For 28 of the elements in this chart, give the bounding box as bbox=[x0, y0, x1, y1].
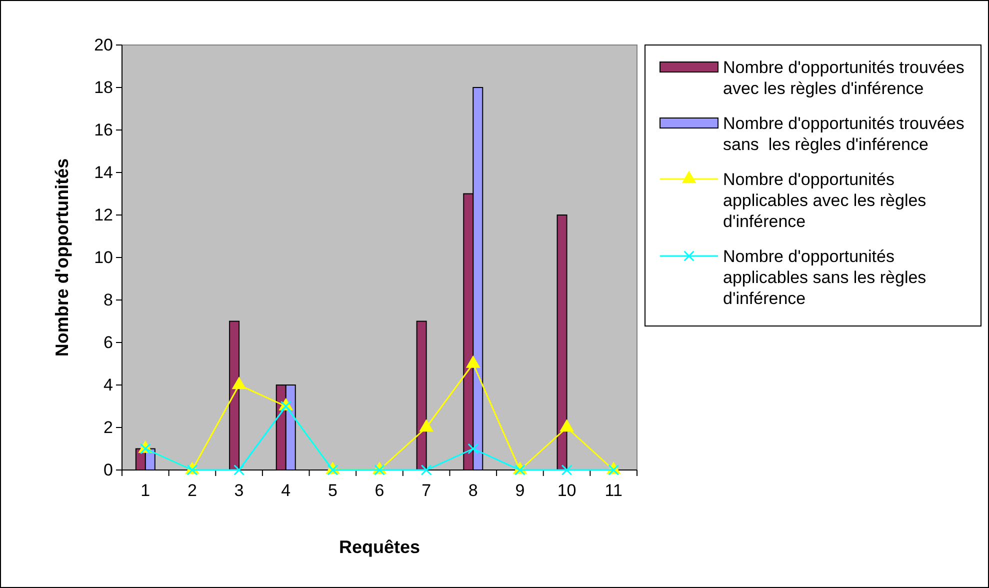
y-tick-label: 4 bbox=[104, 375, 113, 394]
x-tick-label: 6 bbox=[374, 481, 384, 500]
legend-label: Nombre d'opportunités trouvées sans les règles d'inférence bbox=[723, 114, 964, 154]
y-tick-label: 20 bbox=[94, 35, 113, 54]
y-tick-label: 8 bbox=[104, 290, 113, 310]
y-tick-label: 16 bbox=[94, 120, 113, 140]
x-tick-label: 11 bbox=[604, 481, 622, 500]
y-tick-label: 6 bbox=[104, 332, 113, 352]
y-tick-label: 2 bbox=[104, 418, 113, 437]
x-tick-label: 5 bbox=[328, 481, 338, 500]
legend-label: Nombre d'opportunités applicables sans les règles d'inférence bbox=[723, 247, 926, 308]
x-tick-label: 9 bbox=[515, 481, 525, 500]
x-axis-title: Requêtes bbox=[338, 537, 420, 557]
legend-label: Nombre d'opportunités trouvées avec les règles d'inférence bbox=[723, 58, 964, 98]
y-tick-label: 14 bbox=[94, 162, 113, 182]
y-tick-label: 0 bbox=[104, 460, 113, 480]
y-tick-label: 12 bbox=[94, 205, 113, 224]
y-tick-label: 18 bbox=[94, 78, 113, 97]
x-tick-label: 7 bbox=[422, 481, 432, 500]
x-tick-label: 2 bbox=[187, 481, 197, 500]
x-tick-label: 1 bbox=[140, 481, 150, 500]
x-tick-label: 10 bbox=[557, 481, 576, 500]
legend-label: Nombre d'opportunités applicables avec les règles d'inférence bbox=[723, 170, 926, 231]
y-axis-title: Nombre d'opportunités bbox=[52, 158, 72, 357]
y-tick-label: 10 bbox=[94, 248, 113, 267]
x-tick-label: 4 bbox=[281, 481, 291, 500]
x-tick-label: 3 bbox=[234, 481, 244, 500]
x-tick-label: 8 bbox=[468, 481, 478, 500]
